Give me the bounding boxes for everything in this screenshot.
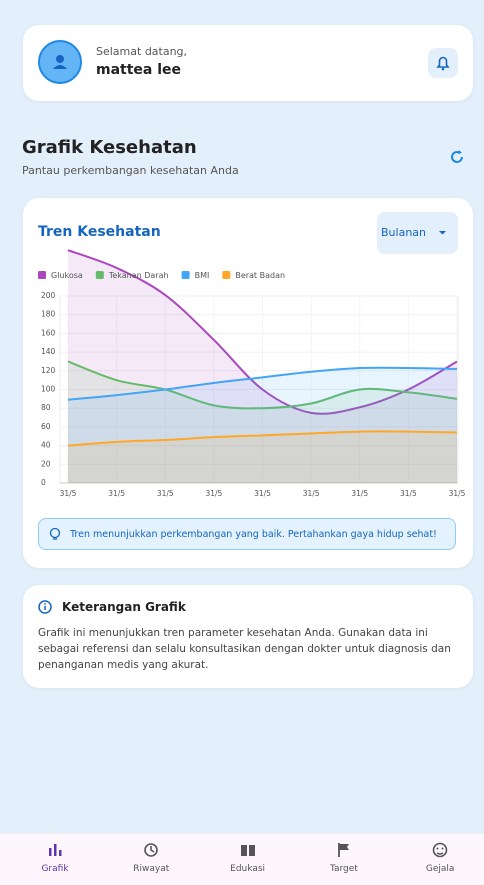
nav-label: Grafik	[41, 864, 69, 874]
series-line	[67, 360, 458, 410]
dropdown-arrow	[439, 231, 446, 235]
x-tick-label: 31/5	[400, 489, 417, 498]
bulb-icon	[49, 527, 61, 540]
legend-label: Glukosa	[51, 271, 83, 280]
area-fill	[68, 431, 457, 483]
legend-label: Berat Badan	[235, 271, 285, 280]
info-card: Keterangan Grafik Grafik ini menunjukkan…	[23, 585, 473, 688]
refresh-icon[interactable]	[447, 147, 467, 167]
nav-item[interactable]: Target	[309, 840, 379, 880]
x-tick-label: 31/5	[254, 489, 271, 498]
period-dropdown[interactable]: Bulanan	[377, 212, 458, 254]
bell-icon	[436, 56, 450, 71]
chart-title: Tren Kesehatan	[38, 224, 161, 240]
x-tick-label: 31/5	[108, 489, 125, 498]
y-tick-label: 120	[41, 366, 56, 375]
avatar[interactable]	[38, 40, 82, 84]
bell-button[interactable]	[428, 48, 458, 78]
y-tick-label: 200	[41, 291, 56, 300]
avatar-icon	[53, 55, 67, 69]
nav-item[interactable]: Edukasi	[213, 840, 283, 880]
info-icon	[38, 600, 52, 614]
nav-label: Gejala	[425, 864, 455, 874]
header-card: Selamat datang, mattea lee	[23, 25, 473, 101]
info-title: Keterangan Grafik	[62, 600, 186, 614]
series-line	[67, 249, 458, 415]
nav-icon	[144, 843, 159, 857]
tip-box: Tren menunjukkan perkembangan yang baik.…	[38, 518, 456, 550]
legend-swatch	[222, 271, 231, 279]
nav-label: Edukasi	[230, 864, 266, 874]
period-label: Bulanan	[381, 226, 426, 239]
tip-text: Tren menunjukkan perkembangan yang baik.…	[70, 529, 437, 540]
nav-item[interactable]: Grafik	[20, 840, 90, 880]
nav-icon	[49, 844, 62, 856]
y-tick-label: 160	[41, 328, 56, 337]
info-body: Grafik ini menunjukkan tren parameter ke…	[38, 627, 451, 671]
chart: 0 20 40 60 80 100 120 140 160 180 200 31/5 31/5 31/5 3…	[38, 249, 466, 498]
legend-swatch	[95, 271, 104, 279]
legend-swatch	[38, 271, 46, 279]
series-line	[67, 430, 458, 447]
greeting: Selamat datang,	[96, 45, 188, 58]
y-tick-label: 140	[41, 347, 56, 356]
y-tick-label: 80	[41, 403, 51, 412]
bottom-nav: Grafik Riwayat Edukasi Target Gejala	[0, 833, 484, 885]
nav-label: Riwayat	[133, 864, 170, 874]
y-tick-label: 180	[41, 310, 56, 319]
legend-label: Tekanan Darah	[108, 271, 169, 280]
nav-item[interactable]: Riwayat	[116, 840, 186, 880]
section-title: Grafik Kesehatan	[22, 137, 197, 158]
area-fill	[68, 361, 457, 483]
legend-label: BMI	[195, 271, 210, 280]
x-tick-label: 31/5	[449, 489, 466, 498]
area-fill	[68, 367, 457, 483]
x-tick-label: 31/5	[157, 489, 174, 498]
area-fill	[68, 250, 457, 483]
y-tick-label: 20	[41, 459, 51, 468]
y-tick-label: 100	[41, 385, 56, 394]
x-tick-label: 31/5	[351, 489, 368, 498]
y-tick-label: 0	[41, 478, 46, 487]
nav-icon	[337, 843, 349, 857]
x-tick-label: 31/5	[205, 489, 222, 498]
nav-icon	[240, 845, 255, 856]
y-tick-label: 40	[41, 441, 51, 450]
x-tick-label: 31/5	[60, 489, 77, 498]
section-subtitle: Pantau perkembangan kesehatan Anda	[22, 164, 239, 177]
nav-icon	[432, 842, 448, 858]
y-tick-label: 60	[41, 422, 51, 431]
legend-swatch	[181, 271, 190, 279]
user-name: mattea lee	[96, 62, 182, 78]
nav-item[interactable]: Gejala	[405, 840, 475, 880]
series-line	[67, 366, 458, 401]
nav-label: Target	[329, 864, 358, 874]
x-tick-label: 31/5	[303, 489, 320, 498]
